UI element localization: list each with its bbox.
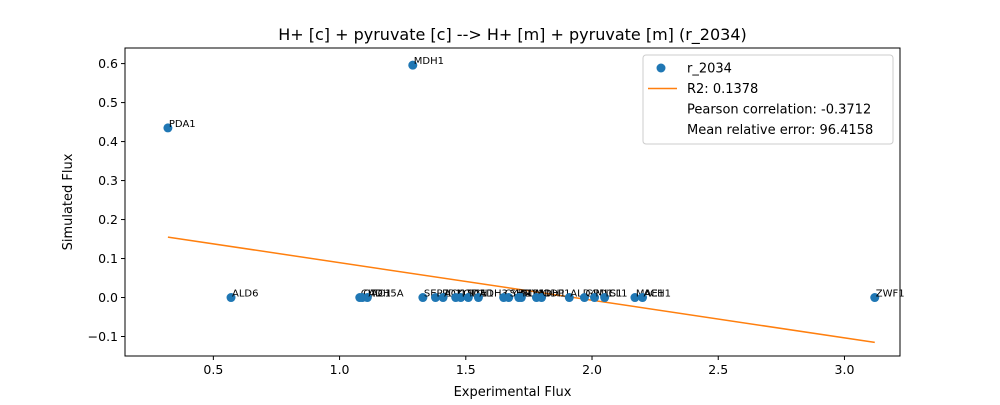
point-label: ADH5A — [368, 289, 403, 300]
x-tick-label: 0.5 — [203, 362, 223, 377]
y-tick-label: 0.5 — [98, 95, 118, 110]
point-label: LSC1 — [462, 289, 487, 300]
point-label: GLY1 — [520, 289, 544, 300]
scatter-point — [418, 293, 428, 303]
legend-entry-label: Pearson correlation: -0.3712 — [687, 103, 871, 118]
scatter-point — [408, 60, 418, 70]
point-label: ALD6 — [232, 289, 258, 300]
point-label: GPD1 — [585, 289, 613, 300]
point-label: ACH1 — [644, 289, 672, 300]
legend-box — [642, 54, 894, 145]
scatter-point — [473, 293, 483, 303]
x-tick-label: 1.5 — [456, 362, 476, 377]
y-tick-label: 0.0 — [98, 290, 118, 305]
scatter-point — [226, 293, 236, 303]
x-tick-label: 3.0 — [835, 362, 855, 377]
regression-line — [167, 236, 875, 344]
scatter-point — [163, 123, 173, 133]
plot-frame — [124, 47, 901, 357]
scatter-point — [870, 293, 880, 303]
scatter-point — [600, 293, 610, 303]
scatter-point — [630, 293, 640, 303]
y-tick-label: −0.1 — [88, 329, 118, 344]
point-label: ODP1 — [543, 289, 571, 300]
point-label: CIT2 — [361, 289, 383, 300]
y-axis: −0.1 0.0 0.1 0.2 0.3 0.4 0.5 0.6 — [88, 56, 125, 344]
point-label: MAE1 — [636, 289, 664, 300]
point-label: LPD1 — [437, 289, 463, 300]
scatter-point — [516, 293, 526, 303]
x-axis-label: Experimental Flux — [454, 385, 572, 400]
y-tick-label: 0.2 — [98, 212, 118, 227]
scatter-point — [564, 293, 574, 303]
scatter-point — [504, 293, 514, 303]
x-tick-label: 2.0 — [582, 362, 602, 377]
point-label: IDH1 — [469, 289, 494, 300]
plot-area: PDA1MDH1ALD6CIT2OAC1ADH5ASER1LPD1ACO1KGD… — [163, 56, 905, 344]
y-axis-label: Simulated Flux — [61, 153, 76, 250]
chart-title: H+ [c] + pyruvate [c] --> H+ [m] + pyruv… — [278, 25, 747, 45]
point-label: PDA1 — [169, 119, 196, 130]
point-label: ICL1 — [606, 289, 628, 300]
y-tick-label: 0.6 — [98, 56, 118, 71]
point-label: ZWF1 — [876, 289, 905, 300]
scatter-point — [463, 293, 473, 303]
point-label: MDH1 — [414, 56, 444, 67]
scatter-point — [537, 293, 547, 303]
x-axis: 0.5 1.0 1.5 2.0 2.5 3.0 — [203, 356, 854, 377]
scatter-point — [638, 293, 648, 303]
scatter-point — [362, 293, 372, 303]
legend-entry-label: R2: 0.1378 — [687, 82, 758, 97]
scatter-point — [438, 293, 448, 303]
scatter-point — [590, 293, 600, 303]
y-tick-label: 0.1 — [98, 251, 118, 266]
y-tick-label: 0.3 — [98, 173, 118, 188]
point-label: OAC1 — [363, 289, 391, 300]
scatter-point — [456, 293, 466, 303]
legend-entry-label: r_2034 — [687, 62, 732, 77]
point-label: MLS1 — [596, 289, 623, 300]
scatter-point — [431, 293, 441, 303]
scatter-point — [579, 293, 589, 303]
legend: r_2034 R2: 0.1378 Pearson correlation: -0.… — [642, 54, 894, 145]
point-label: ADH1 — [537, 289, 565, 300]
legend-entry-label: Mean relative error: 96.4158 — [687, 123, 873, 138]
legend-marker-circle — [656, 63, 666, 73]
point-label: ADH3 — [479, 289, 507, 300]
x-tick-label: 2.5 — [708, 362, 728, 377]
y-tick-label: 0.4 — [98, 134, 118, 149]
x-tick-label: 1.0 — [330, 362, 350, 377]
